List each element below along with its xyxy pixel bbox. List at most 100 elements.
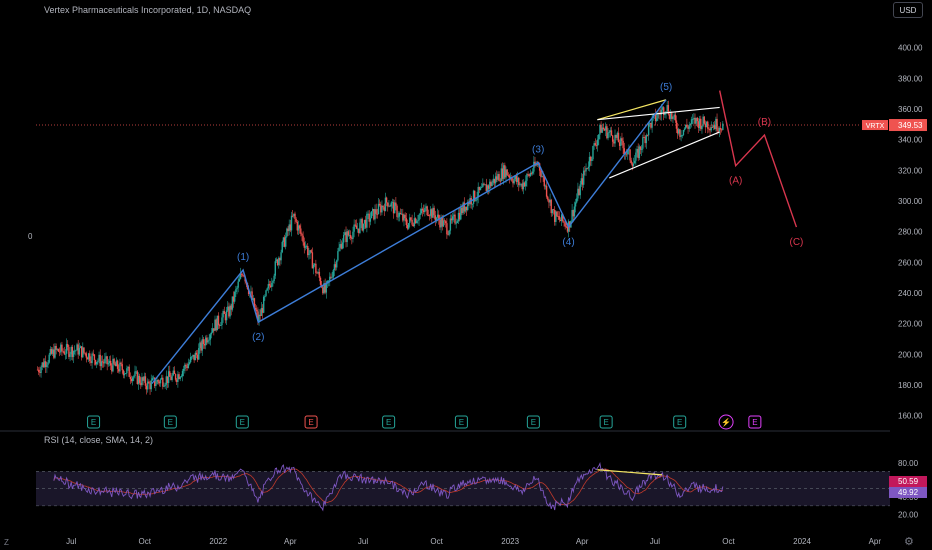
candle-body xyxy=(60,344,62,353)
candle-body xyxy=(150,380,152,390)
candle-body xyxy=(673,114,675,117)
candle-body xyxy=(289,224,292,231)
candle-body xyxy=(125,373,127,374)
gear-icon[interactable]: ⚙ xyxy=(904,536,914,548)
candle-body xyxy=(632,163,635,167)
earnings-marker-label: E xyxy=(168,418,173,427)
candle-body xyxy=(483,183,485,185)
candle-body xyxy=(70,346,72,355)
candle-body xyxy=(49,349,52,355)
candle-body xyxy=(269,285,272,288)
candle-body xyxy=(468,201,470,205)
currency-button[interactable]: USD xyxy=(893,2,923,18)
x-tick-label: Jul xyxy=(66,537,76,546)
candle-body xyxy=(329,276,331,281)
candle-body xyxy=(331,277,333,279)
candle-body xyxy=(152,377,155,379)
candle-body xyxy=(224,313,227,321)
candle-body xyxy=(389,205,391,207)
candle-body xyxy=(504,165,506,178)
candle-body xyxy=(253,298,256,308)
candle-body xyxy=(650,123,652,128)
candle-body xyxy=(69,354,71,357)
candle-body xyxy=(72,350,75,357)
candle-body xyxy=(531,171,534,174)
impulse-wave-label: (4) xyxy=(562,237,574,248)
candle-body xyxy=(611,135,614,142)
earnings-marker xyxy=(748,415,762,429)
candle-body xyxy=(425,206,427,209)
candle-body xyxy=(374,209,376,220)
candle-body xyxy=(99,354,101,367)
candle-body xyxy=(158,381,161,384)
candle-body xyxy=(455,222,457,224)
candle-body xyxy=(717,130,719,132)
candle-body xyxy=(63,351,65,355)
candle-body xyxy=(487,185,490,189)
candle-body xyxy=(595,144,598,146)
candle-body xyxy=(432,207,434,218)
lightning-glyph: ⚡ xyxy=(721,417,731,427)
candle-body xyxy=(167,371,170,383)
candle-body xyxy=(475,200,477,202)
timezone-label[interactable]: Z xyxy=(4,538,9,547)
candle-body xyxy=(137,375,140,384)
x-tick-label: Jul xyxy=(650,537,660,546)
candle-body xyxy=(646,135,649,136)
candle-body xyxy=(221,317,223,326)
candle-body xyxy=(485,184,488,192)
candle-body xyxy=(149,383,151,390)
candle-body xyxy=(267,284,270,289)
candle-body xyxy=(613,141,615,144)
candle-body xyxy=(308,253,310,256)
candle-body xyxy=(588,156,591,167)
candle-body xyxy=(83,347,85,353)
candle-body xyxy=(609,130,612,133)
candle-body xyxy=(381,205,383,213)
candle-body xyxy=(340,244,343,249)
candle-body xyxy=(140,382,142,386)
candle-body xyxy=(317,271,319,273)
candle-body xyxy=(370,211,373,219)
candle-body xyxy=(172,370,174,376)
x-tick-label: 2024 xyxy=(793,537,811,546)
candle-body xyxy=(584,170,586,172)
candle-body xyxy=(645,135,648,144)
candle-body xyxy=(278,258,280,266)
candle-body xyxy=(39,371,41,373)
candle-body xyxy=(530,173,533,174)
candle-body xyxy=(606,126,608,139)
candle-body xyxy=(380,205,382,213)
candle-body xyxy=(100,361,103,367)
candle-body xyxy=(323,283,325,294)
candle-body xyxy=(122,370,125,376)
candle-body xyxy=(486,185,489,192)
candle-body xyxy=(159,379,162,384)
candle-body xyxy=(599,124,601,135)
candle-body xyxy=(384,197,387,212)
candle-body xyxy=(324,283,326,293)
candle-body xyxy=(589,156,592,161)
candle-body xyxy=(522,182,525,190)
candle-body xyxy=(434,215,436,221)
symbol-tag: VRTX xyxy=(866,123,885,130)
candle-body xyxy=(702,116,704,126)
candle-body xyxy=(462,202,464,214)
candle-body xyxy=(36,369,39,371)
candle-body xyxy=(348,235,351,236)
candle-body xyxy=(97,360,99,362)
candle-body xyxy=(587,166,590,169)
y-tick-label: 320.00 xyxy=(898,166,923,175)
candle-body xyxy=(638,146,641,159)
candle-body xyxy=(222,311,224,318)
candle-body xyxy=(709,128,711,131)
candle-body xyxy=(54,345,56,358)
candle-body xyxy=(236,287,238,290)
candle-body xyxy=(268,284,271,286)
candle-body xyxy=(659,113,661,115)
candle-body xyxy=(155,384,157,386)
candle-body xyxy=(715,118,717,130)
candle-body xyxy=(667,105,670,115)
candle-body xyxy=(141,377,143,386)
